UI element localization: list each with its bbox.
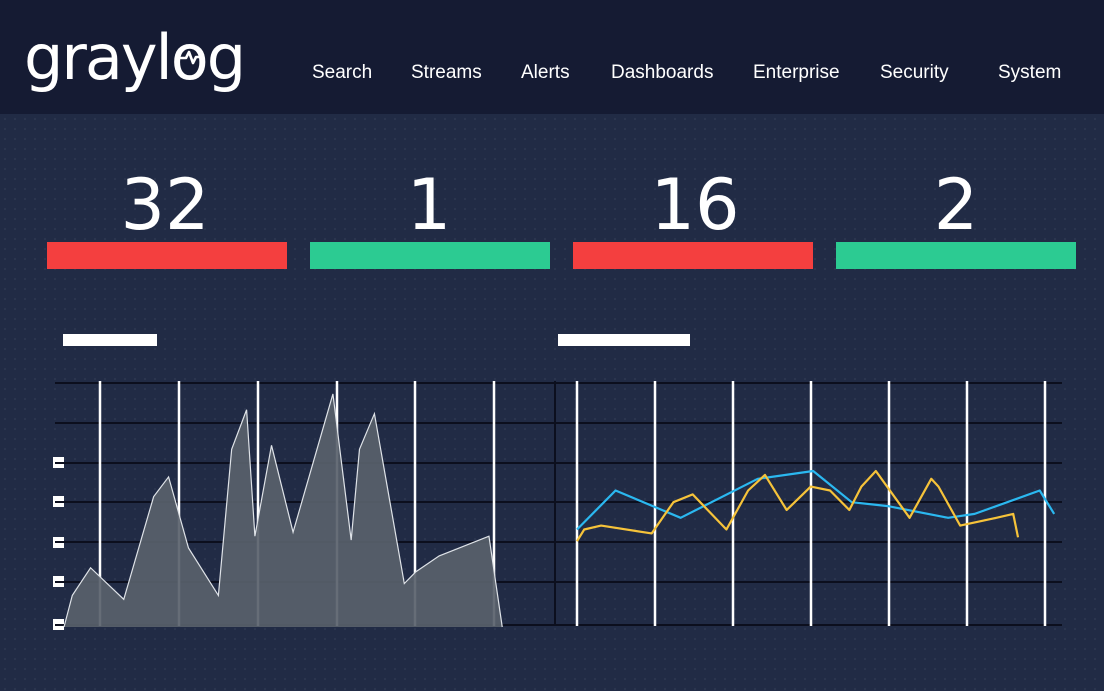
metric-status-bar-1 — [47, 242, 287, 269]
top-navbar: grayl o g Search Streams Alerts Dashboards… — [0, 0, 1104, 114]
pulse-icon — [178, 50, 203, 65]
logo-text-g: g — [206, 21, 246, 94]
metric-value-2: 1 — [406, 164, 452, 246]
chart-title-placeholder-right — [558, 334, 690, 346]
metric-status-bar-3 — [573, 242, 813, 269]
line-series-blue — [576, 469, 1056, 531]
metric-value-1: 32 — [120, 164, 210, 246]
line-chart — [576, 469, 1056, 542]
nav-streams[interactable]: Streams — [411, 62, 482, 83]
line-series-yellow — [576, 469, 1020, 542]
logo-text-gray: grayl — [24, 21, 173, 94]
metric-value-4: 2 — [933, 164, 979, 246]
nav-dashboards[interactable]: Dashboards — [611, 62, 714, 83]
area-series-fill — [64, 393, 503, 627]
area-series-outline — [63, 393, 503, 628]
metric-status-bar-2 — [310, 242, 550, 269]
nav-search[interactable]: Search — [312, 62, 373, 83]
area-chart — [63, 393, 503, 628]
logo-o-pulse: o — [170, 21, 209, 94]
metric-status-bar-4 — [836, 242, 1076, 269]
chart-title-placeholder-left — [63, 334, 157, 346]
nav-system[interactable]: System — [998, 62, 1062, 83]
nav-alerts[interactable]: Alerts — [521, 62, 570, 83]
chart-grid — [55, 381, 1062, 626]
metric-value-3: 16 — [650, 164, 740, 246]
nav-security[interactable]: Security — [880, 62, 949, 83]
graylog-logo[interactable]: grayl o g — [24, 18, 246, 98]
nav-enterprise[interactable]: Enterprise — [753, 62, 840, 83]
